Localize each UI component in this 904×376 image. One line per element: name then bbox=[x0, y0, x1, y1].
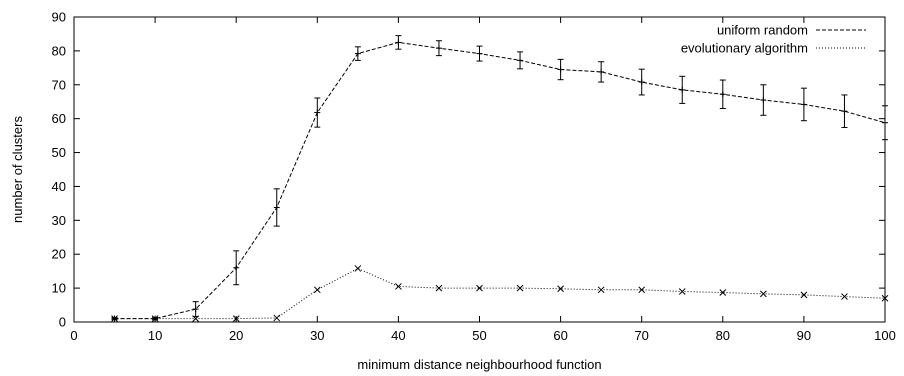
x-tick-label: 80 bbox=[716, 328, 730, 343]
data-point bbox=[232, 315, 240, 322]
y-axis-label: number of clusters bbox=[10, 116, 25, 223]
y-tick-label: 30 bbox=[52, 213, 66, 228]
y-tick-label: 40 bbox=[52, 179, 66, 194]
series-line bbox=[114, 267, 886, 320]
data-point bbox=[841, 293, 848, 300]
plot-frame bbox=[73, 16, 886, 323]
y-tick-label: 10 bbox=[52, 281, 66, 296]
data-point bbox=[597, 286, 605, 294]
data-point bbox=[638, 286, 646, 294]
axes: 0 10 20 30 40 50 60 70 80 90 100 0 10 20 30 40 50 60 70 80 9… bbox=[52, 10, 896, 344]
x-tick-label: 50 bbox=[472, 328, 486, 343]
y-tick-label: 0 bbox=[59, 315, 66, 330]
x-tick-label: 10 bbox=[148, 328, 162, 343]
y-tick-label: 50 bbox=[52, 145, 66, 160]
data-point bbox=[759, 290, 767, 298]
data-point bbox=[111, 315, 118, 322]
x-tick-label: 0 bbox=[70, 328, 77, 343]
data-point bbox=[557, 285, 564, 293]
x-tick-label: 60 bbox=[553, 328, 567, 343]
data-point bbox=[313, 286, 321, 294]
data-point bbox=[192, 315, 200, 322]
legend-label: evolutionary algorithm bbox=[681, 41, 808, 56]
x-tick-label: 90 bbox=[797, 328, 811, 343]
series-layer bbox=[111, 35, 889, 322]
data-point bbox=[151, 315, 159, 322]
y-tick-label: 60 bbox=[52, 111, 66, 126]
data-point bbox=[354, 265, 362, 272]
y-tick-label: 80 bbox=[52, 43, 66, 58]
data-point bbox=[395, 283, 402, 290]
x-tick-label: 30 bbox=[310, 328, 324, 343]
series-line bbox=[114, 41, 886, 320]
y-tick-label: 20 bbox=[52, 247, 66, 262]
data-point bbox=[678, 288, 686, 295]
data-point bbox=[435, 284, 443, 292]
data-point bbox=[719, 289, 727, 296]
data-point bbox=[476, 284, 483, 292]
x-tick-label: 100 bbox=[874, 328, 896, 343]
x-tick-label: 40 bbox=[391, 328, 405, 343]
series-uniform-random bbox=[111, 35, 888, 322]
data-point bbox=[273, 314, 281, 322]
y-tick-label: 90 bbox=[52, 10, 66, 25]
data-point bbox=[516, 284, 524, 292]
series-evolutionary-algorithm bbox=[111, 265, 889, 322]
y-tick-label: 70 bbox=[52, 77, 66, 92]
x-tick-label: 20 bbox=[229, 328, 243, 343]
x-axis-label: minimum distance neighbourhood function bbox=[357, 357, 601, 372]
x-tick-label: 70 bbox=[634, 328, 648, 343]
legend-label: uniform random bbox=[717, 23, 808, 38]
legend: uniform random evolutionary algorithm bbox=[681, 23, 866, 56]
data-point bbox=[881, 294, 889, 302]
data-point bbox=[800, 291, 808, 299]
